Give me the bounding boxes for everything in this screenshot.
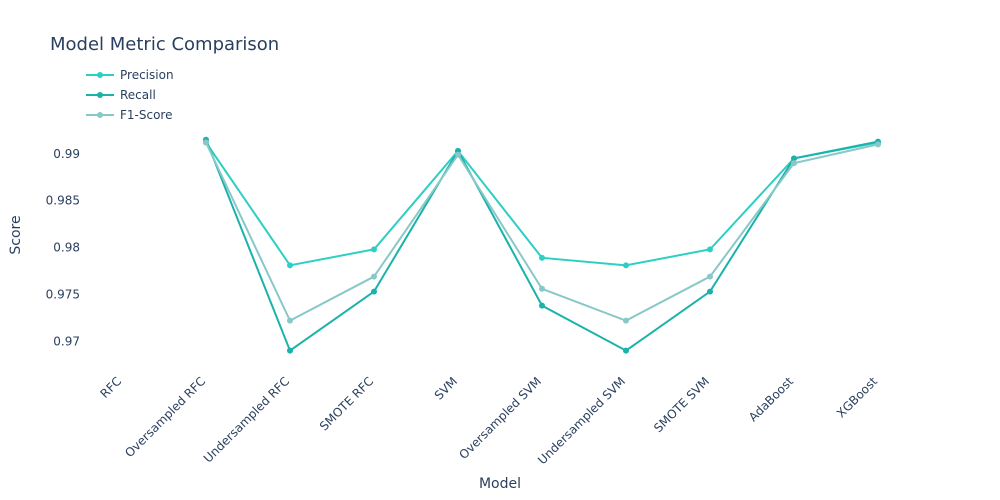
legend-label: Recall <box>120 88 156 102</box>
x-tick-label: Oversampled SVM <box>456 374 544 462</box>
chart-title: Model Metric Comparison <box>50 34 279 55</box>
data-point[interactable] <box>623 317 629 324</box>
data-point[interactable] <box>539 254 545 261</box>
x-tick-label: SVM <box>432 374 460 402</box>
data-point[interactable] <box>875 141 881 148</box>
y-tick-label: 0.97 <box>53 334 80 348</box>
y-tick-label: 0.98 <box>53 241 80 255</box>
x-tick-label: XGBoost <box>834 374 880 420</box>
series-line <box>205 139 879 353</box>
data-point[interactable] <box>371 288 377 295</box>
data-point[interactable] <box>707 273 713 280</box>
y-axis: 0.97 0.975 0.98 0.985 0.99 <box>46 147 80 349</box>
legend-item[interactable]: Recall <box>86 88 156 102</box>
data-point[interactable] <box>623 347 629 354</box>
y-tick-label: 0.975 <box>46 287 80 301</box>
data-point[interactable] <box>287 317 293 324</box>
x-tick-label: Undersampled RFC <box>201 374 292 465</box>
data-point[interactable] <box>791 155 797 162</box>
legend-item[interactable]: F1-Score <box>86 108 172 122</box>
y-tick-label: 0.99 <box>53 147 80 161</box>
data-point[interactable] <box>707 246 713 253</box>
legend-marker-icon <box>97 72 103 78</box>
y-tick-label: 0.985 <box>46 194 80 208</box>
x-tick-label: RFC <box>98 374 125 401</box>
legend-marker-icon <box>97 92 103 98</box>
legend[interactable]: Precision Recall F1-Score <box>86 68 174 122</box>
x-tick-label: Undersampled SVM <box>535 374 628 467</box>
data-point[interactable] <box>791 160 797 167</box>
data-point[interactable] <box>371 273 377 280</box>
data-point[interactable] <box>623 262 629 269</box>
data-point[interactable] <box>539 302 545 309</box>
x-tick-label: SMOTE RFC <box>317 374 376 433</box>
data-point[interactable] <box>455 151 461 158</box>
legend-label: F1-Score <box>120 108 172 122</box>
y-axis-title: Score <box>8 215 24 254</box>
x-axis-title: Model <box>479 476 521 492</box>
data-point[interactable] <box>287 262 293 269</box>
legend-marker-icon <box>97 112 103 118</box>
x-tick-label: AdaBoost <box>746 374 796 424</box>
x-tick-label: SMOTE SVM <box>651 374 712 435</box>
legend-item[interactable]: Precision <box>86 68 174 82</box>
data-point[interactable] <box>287 347 293 354</box>
data-point[interactable] <box>203 139 209 146</box>
legend-label: Precision <box>120 68 174 82</box>
x-tick-label: Oversampled RFC <box>122 374 208 460</box>
data-point[interactable] <box>707 288 713 295</box>
data-point[interactable] <box>371 246 377 253</box>
series-line <box>205 142 879 322</box>
plot-area <box>203 136 881 354</box>
data-point[interactable] <box>539 285 545 292</box>
series-line <box>205 141 879 267</box>
